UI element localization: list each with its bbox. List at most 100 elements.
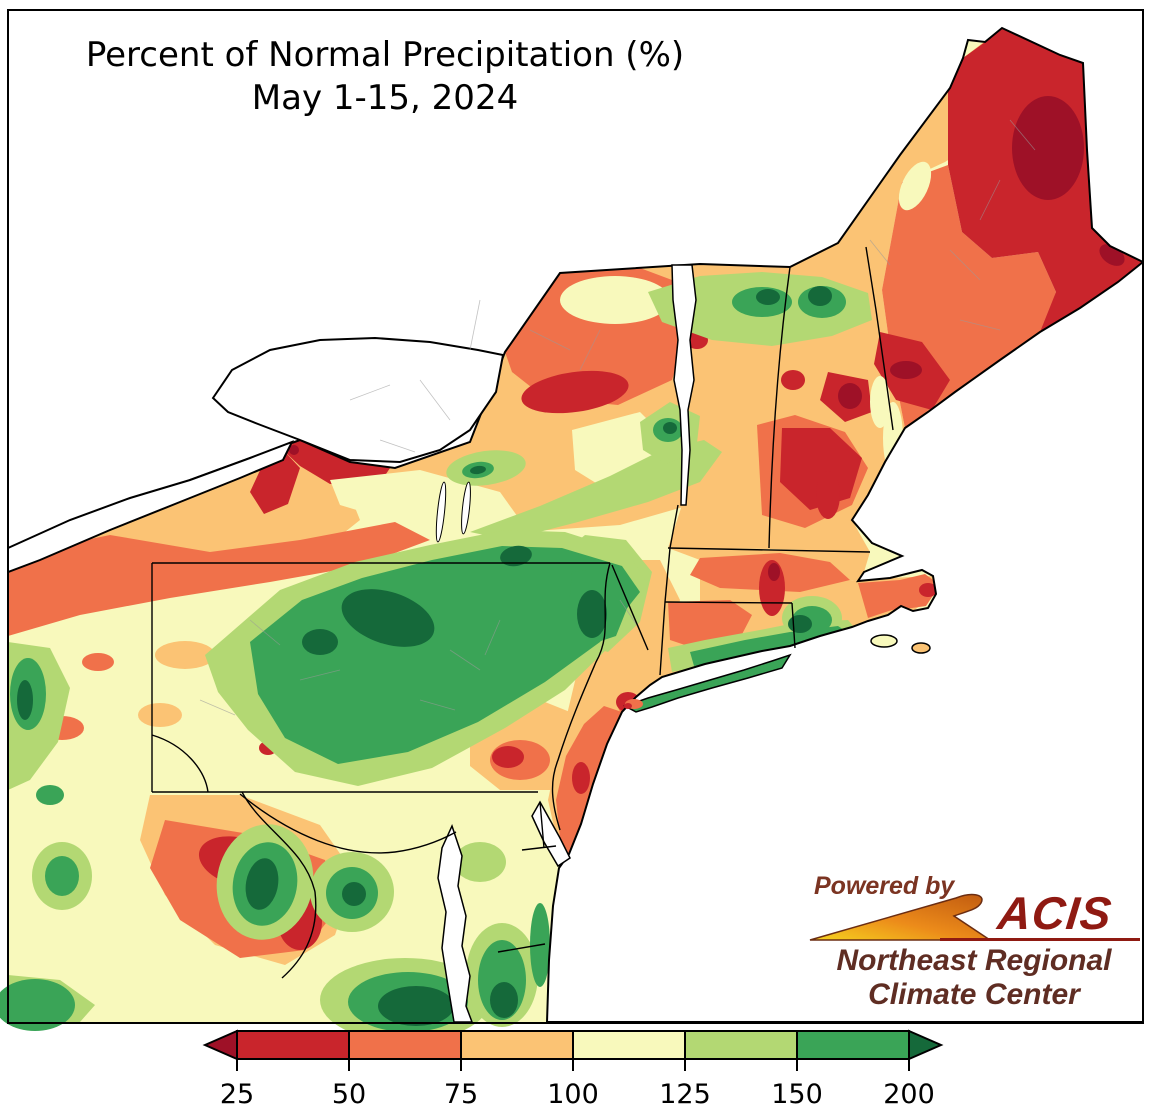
map-shape <box>341 589 435 647</box>
map-shape <box>838 383 862 409</box>
map-shape <box>199 699 236 716</box>
map-shape <box>949 249 981 281</box>
powered-by-text: Powered by <box>814 872 955 900</box>
border-ma-south <box>664 601 793 604</box>
map-shape <box>17 680 33 720</box>
map-shape <box>245 858 279 910</box>
map-title: Percent of Normal Precipitation (%) May … <box>50 34 720 119</box>
finger-lake-west <box>435 481 447 543</box>
map-shape <box>579 329 601 371</box>
map-shape <box>45 856 79 896</box>
border-ny-newengland <box>659 504 679 676</box>
map-shape <box>470 465 486 475</box>
finger-lake-east <box>461 481 471 535</box>
map-shape <box>469 299 481 351</box>
colorbar-segment <box>572 1030 686 1060</box>
map-shape <box>8 522 430 636</box>
map-shape <box>249 619 281 646</box>
nantucket <box>911 642 931 654</box>
border-md-va-peninsula <box>497 943 546 953</box>
border-wv-panhandle <box>151 734 209 793</box>
map-shape <box>82 653 114 671</box>
acis-text: ACIS <box>995 887 1115 939</box>
map-shape <box>959 319 1001 331</box>
atlantic-ocean-mask <box>545 259 1144 1023</box>
map-shape <box>302 629 338 655</box>
colorbar-tick-label: 100 <box>547 1079 599 1110</box>
map-shape <box>780 428 862 510</box>
map-shape <box>500 545 532 567</box>
map-shape <box>890 361 922 379</box>
colorbar: 25 50 75 100 125 150 200 <box>190 1024 965 1110</box>
org-name-line-1: Northeast Regional <box>836 944 1112 977</box>
long-island-west-red <box>624 703 632 709</box>
colorbar-tick-label: 150 <box>771 1079 823 1110</box>
map-shape <box>378 986 454 1026</box>
colorbar-tick-label: 125 <box>659 1079 711 1110</box>
map-shape <box>138 703 182 727</box>
map-shape <box>342 882 366 906</box>
map-shape <box>419 699 456 711</box>
map-shape <box>36 785 64 805</box>
map-shape <box>690 626 850 666</box>
map-shape <box>449 649 481 671</box>
title-line-2: May 1-15, 2024 <box>251 77 519 118</box>
colorbar-arrow-left <box>202 1029 238 1061</box>
marthas-vineyard <box>870 634 898 648</box>
border-nh-me <box>865 246 894 431</box>
border-delaware-river <box>551 562 611 831</box>
map-shape <box>858 574 934 618</box>
map-shape <box>484 619 501 656</box>
colorbar-segment <box>460 1030 574 1060</box>
map-shape <box>756 289 780 305</box>
map-shape <box>529 329 571 351</box>
title-line-1: Percent of Normal Precipitation (%) <box>85 35 685 75</box>
border-ct-ri <box>791 602 796 649</box>
map-shape <box>1012 96 1084 200</box>
lake-ontario <box>211 336 505 464</box>
map-shape <box>419 379 451 421</box>
colorbar-arrow-right <box>908 1029 944 1061</box>
map-shape <box>521 370 629 414</box>
border-vt-nh <box>768 266 791 549</box>
precip-regions-gt200 <box>17 286 832 1026</box>
map-shape <box>919 583 937 597</box>
border-wv-va <box>241 791 317 979</box>
border-ny-nj <box>611 564 649 651</box>
islands <box>623 634 931 713</box>
colorbar-segment <box>796 1030 910 1060</box>
map-shape <box>870 376 890 428</box>
map-shape <box>898 161 932 211</box>
map-shape <box>349 384 391 401</box>
map-shape <box>155 641 215 669</box>
map-shape <box>454 842 506 882</box>
map-shape <box>663 422 677 434</box>
map-frame <box>7 9 1144 1024</box>
acis-swoosh-icon <box>809 893 993 941</box>
colorbar-svg: 25 50 75 100 125 150 200 <box>202 1029 944 1110</box>
colorbar-tick-label: 50 <box>332 1079 366 1110</box>
colorbar-segment <box>348 1030 462 1060</box>
org-name-line-2: Climate Center <box>868 978 1080 1011</box>
map-shape <box>379 439 416 453</box>
map-shape <box>470 440 722 540</box>
nrcc-acis-logo: Powered by ACIS Northeast Regional Clima… <box>800 868 1148 1018</box>
map-shape <box>788 615 812 633</box>
water-mask <box>7 9 1144 1023</box>
map-shape <box>979 179 1001 221</box>
lake-champlain <box>671 264 697 506</box>
colorbar-tick-label: 200 <box>883 1079 935 1110</box>
border-potomac <box>239 793 457 854</box>
map-shape <box>768 563 780 581</box>
map-shape <box>299 669 341 681</box>
colorbar-tick-label: 75 <box>444 1079 478 1110</box>
map-shape <box>869 239 891 266</box>
map-shape <box>490 982 518 1018</box>
map-shape <box>492 746 524 768</box>
lake-erie <box>7 440 295 574</box>
precip-regions-lt25 <box>289 96 1125 581</box>
long-island <box>623 653 792 713</box>
border-de-md <box>521 801 557 851</box>
